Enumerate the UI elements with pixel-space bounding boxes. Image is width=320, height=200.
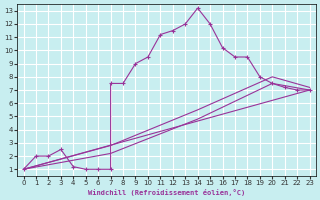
X-axis label: Windchill (Refroidissement éolien,°C): Windchill (Refroidissement éolien,°C) bbox=[88, 189, 245, 196]
